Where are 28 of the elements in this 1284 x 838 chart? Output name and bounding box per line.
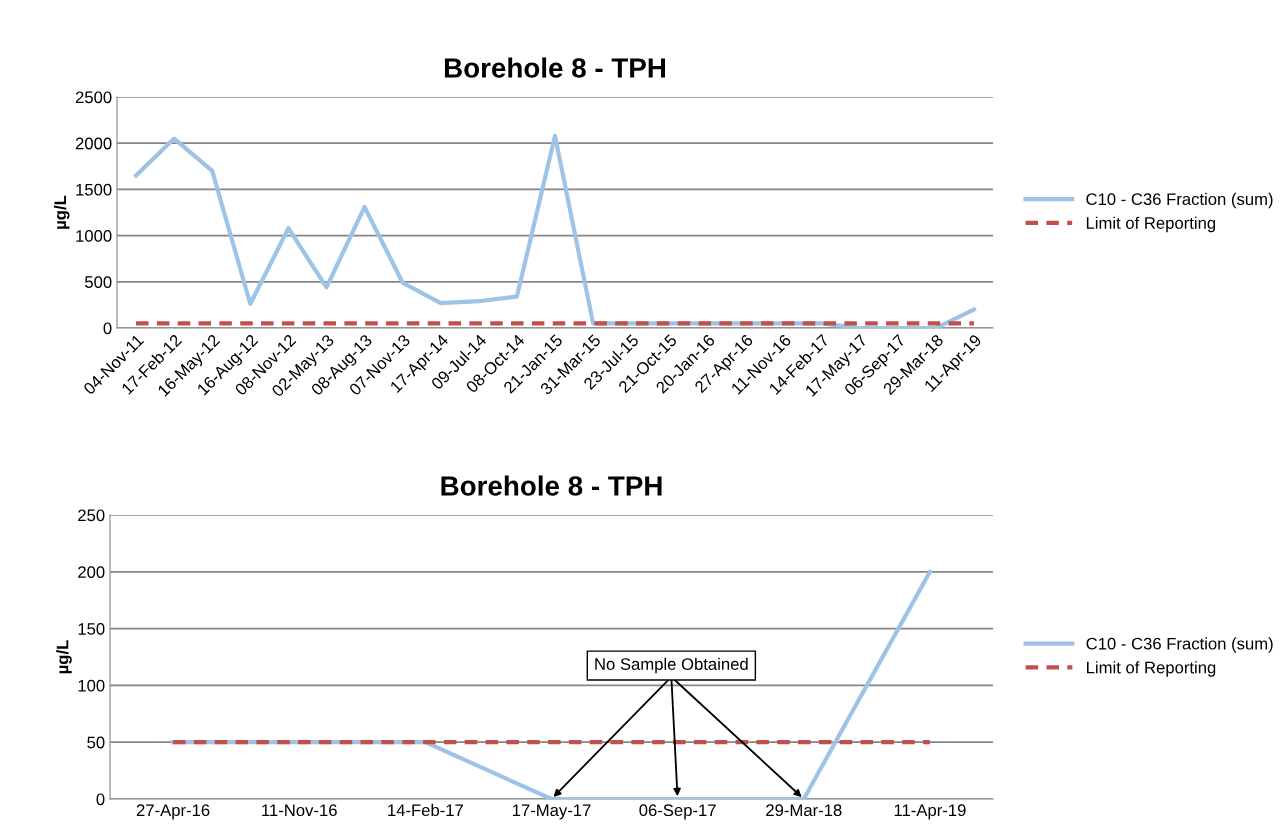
chart-title: Borehole 8 - TPH <box>441 475 662 496</box>
x-tick-label: 14-Feb-17 <box>388 803 463 817</box>
y-tick-label: 1000 <box>76 230 112 242</box>
x-tick-label: 11-Nov-16 <box>262 804 337 817</box>
y-tick-label: 2500 <box>75 91 112 104</box>
y-tick-label: 500 <box>85 276 112 288</box>
chart-title: Borehole 8 - TPH <box>444 57 666 78</box>
y-tick-label: 150 <box>78 623 105 635</box>
legend-label: C10 - C36 Fraction (sum) <box>1086 192 1273 209</box>
y-tick-label: 250 <box>78 509 105 522</box>
y-tick-label: 50 <box>87 736 105 749</box>
y-axis-title: µg/L <box>56 640 72 674</box>
y-tick-label: 1500 <box>76 183 112 196</box>
x-tick-label: 27-Apr-16 <box>136 804 210 820</box>
x-tick-label: 06-Sep-17 <box>639 804 716 820</box>
y-tick-label: 0 <box>96 793 105 806</box>
y-tick-label: 100 <box>78 679 105 692</box>
legend-label: C10 - C36 Fraction (sum) <box>1086 637 1273 653</box>
x-tick-label: 29-Mar-18 <box>766 804 842 817</box>
y-tick-label: 2000 <box>75 137 112 150</box>
y-tick-label: 0 <box>103 322 112 335</box>
y-axis-title: µg/L <box>53 195 70 229</box>
annotation: No Sample Obtained <box>595 657 748 674</box>
legend-label: Limit of Reporting <box>1087 661 1216 677</box>
y-tick-label: 200 <box>78 566 105 578</box>
x-tick-label: 17-May-17 <box>512 804 591 820</box>
x-tick-label: 11-Apr-19 <box>894 804 966 820</box>
legend-label: Limit of Reporting <box>1086 216 1216 233</box>
